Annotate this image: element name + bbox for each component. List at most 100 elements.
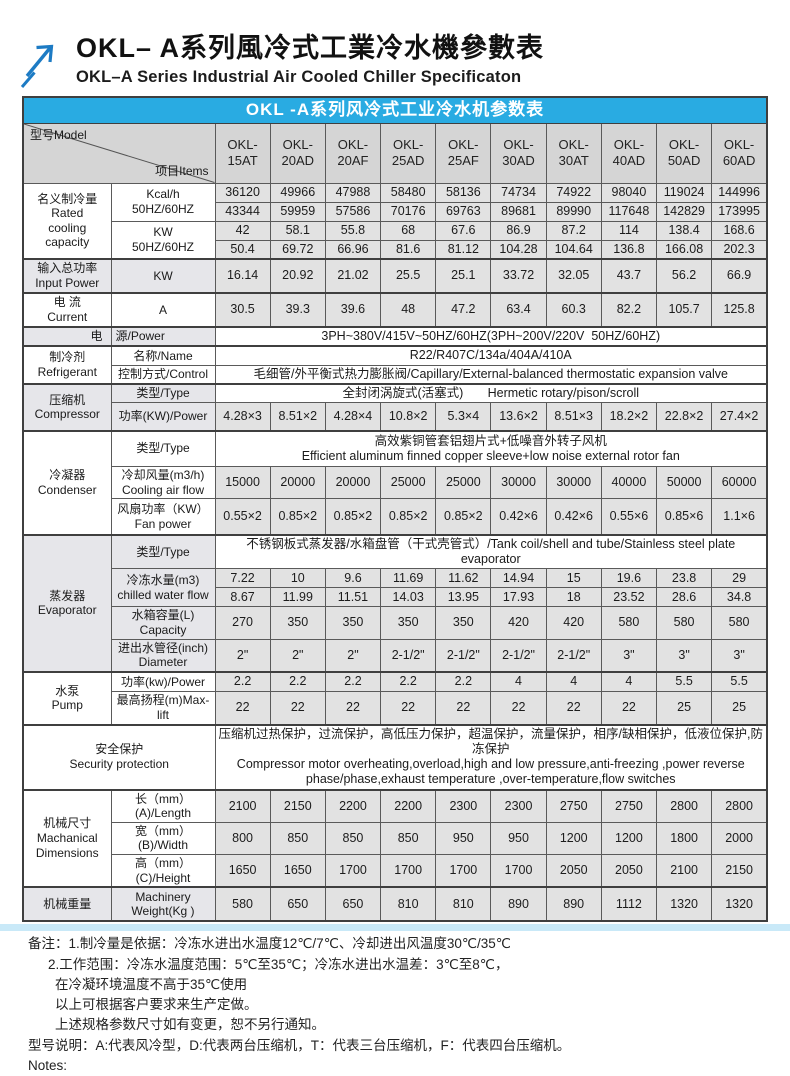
value-cell: 1800 (655, 821, 713, 856)
value-cell: 16.14 (214, 258, 271, 294)
table-title: OKL -A系列风冷式工业冷水机参数表 (22, 96, 768, 124)
value-cell: 10 (269, 568, 326, 589)
value-cell: 69763 (435, 201, 492, 222)
value-cell: 3" (711, 638, 768, 673)
table-row: 水箱容量(L) Capacity 270 350 350 350 350 420 420 58… (23, 606, 768, 640)
value-cell: 950 (490, 821, 547, 856)
value-cell: 43.7 (600, 258, 658, 294)
model-header: OKL- 30AT (545, 123, 602, 184)
value-cell: 1.1×6 (711, 498, 768, 536)
page-header: OKL– A系列風冷式工業冷水機參數表 OKL–A Series Industr… (0, 0, 790, 96)
value-cell: 48 (380, 292, 437, 328)
row-label-comp-type: 类型/Type (110, 382, 216, 403)
diagonal-line (24, 124, 215, 183)
condenser-type-value: 高效紫铜管套铝翅片式+低噪音外转子风机 Efficient aluminum f… (214, 429, 768, 467)
table-row: 冷凝器 Condenser 类型/Type 高效紫铜管套铝翅片式+低噪音外转子风… (22, 429, 768, 536)
model-header: OKL- 60AD (711, 123, 768, 184)
value-cell: 5.5 (655, 670, 713, 693)
value-cell: 39.6 (324, 292, 382, 328)
value-cell: 2200 (324, 788, 382, 823)
group-label-power: 电 (22, 325, 112, 347)
value-cell: 650 (269, 886, 326, 922)
table-row: 功率(KW)/Power 4.28×3 8.51×2 4.28×4 10.8×2 5.3… (23, 402, 768, 431)
row-label-ref-name: 名称/Name (110, 345, 216, 366)
value-cell: 36120 (214, 182, 271, 203)
value-cell: 47988 (324, 182, 382, 203)
compressor-type-value: 全封闭涡旋式(活塞式) Hermetic rotary/pison/scroll (214, 382, 768, 403)
value-cell: 166.08 (655, 239, 713, 260)
value-cell: 29 (711, 568, 768, 589)
table-row: 风扇功率（KW） Fan power 0.55×2 0.85×2 0.85×2 0.8… (23, 498, 768, 536)
value-cell: 25.5 (380, 258, 437, 294)
value-cell: 30.5 (214, 292, 271, 328)
table-title-row: OKL -A系列风冷式工业冷水机参数表 (22, 96, 768, 124)
value-cell: 22 (269, 691, 326, 725)
value-cell: 43344 (214, 201, 271, 222)
value-cell: 202.3 (711, 239, 768, 260)
table-row: 进出水管径(inch) Diameter 2" 2" 2" 2-1/2" 2-1/2" 2… (23, 638, 768, 673)
value-cell: 2.2 (435, 670, 492, 693)
value-cell: 2" (269, 638, 326, 673)
value-cell: 350 (324, 606, 382, 640)
value-cell: 2050 (600, 854, 658, 888)
group-label-weight: 机械重量 (22, 886, 112, 922)
value-cell: 1650 (269, 854, 326, 888)
refrigerant-name-value: R22/R407C/134a/404A/410A (214, 345, 768, 366)
table-row: 安全保护 Security protection 压缩机过热保护，过流保护，高低… (22, 723, 768, 790)
value-cell: 8.51×2 (269, 402, 326, 431)
value-cell: 10.8×2 (380, 402, 437, 431)
value-cell: 0.85×6 (655, 498, 713, 536)
table-row: 50.4 69.72 66.96 81.6 81.12 104.28 104.64 136.8… (23, 239, 768, 260)
table-row: 43344 59959 57586 70176 69763 89681 89990 11764… (23, 201, 768, 222)
notes: 备注：1.制冷量是依据：冷冻水进出水温度12℃/7℃、冷却进出风温度30℃/35… (28, 934, 790, 1076)
value-cell: 82.2 (600, 292, 658, 328)
value-cell: 2.2 (214, 670, 271, 693)
row-label-chilled-water: 冷冻水量(m3) chilled water flow (110, 568, 216, 608)
row-label-pump-power: 功率(kw)/Power (110, 670, 216, 693)
model-header: OKL- 15AT (214, 123, 271, 184)
value-cell: 0.55×2 (214, 498, 271, 536)
value-cell: 950 (435, 821, 492, 856)
value-cell: 138.4 (655, 220, 713, 241)
value-cell: 19.6 (600, 568, 658, 589)
row-label-weight-sub: Machinery Weight(Kg ) (110, 886, 216, 922)
value-cell: 136.8 (600, 239, 658, 260)
group-label-compressor: 压缩机 Compressor (22, 382, 112, 431)
value-cell: 1200 (600, 821, 658, 856)
value-cell: 20000 (324, 465, 382, 500)
value-cell: 142829 (655, 201, 713, 222)
value-cell: 580 (214, 886, 271, 922)
value-cell: 25000 (435, 465, 492, 500)
table-row: 机械尺寸 Machanical Dimensions 长（mm）(A)/Leng… (22, 788, 768, 888)
model-header: OKL- 40AD (600, 123, 658, 184)
value-cell: 350 (435, 606, 492, 640)
value-cell: 15 (545, 568, 602, 589)
bottom-strip (0, 924, 790, 931)
value-cell: 30000 (490, 465, 547, 500)
value-cell: 104.64 (545, 239, 602, 260)
value-cell: 4 (490, 670, 547, 693)
group-label-refrigerant: 制冷剂 Refrigerant (22, 345, 112, 385)
value-cell: 2800 (655, 788, 713, 823)
power-supply-value: 3PH~380V/415V~50HZ/60HZ(3PH~200V/220V 50… (214, 325, 768, 347)
value-cell: 63.4 (490, 292, 547, 328)
value-cell: 810 (435, 886, 492, 922)
value-cell: 119024 (655, 182, 713, 203)
value-cell: 11.62 (435, 568, 492, 589)
value-cell: 0.55×6 (600, 498, 658, 536)
value-cell: 23.8 (655, 568, 713, 589)
value-cell: 0.42×6 (490, 498, 547, 536)
value-cell: 890 (545, 886, 602, 922)
group-label-current: 电 流 Current (22, 292, 112, 328)
table-row: 压缩机 Compressor 类型/Type 全封闭涡旋式(活塞式) Herme… (22, 382, 768, 431)
value-cell: 13.6×2 (490, 402, 547, 431)
corner-model-label: 型号Model (30, 128, 87, 142)
value-cell: 2100 (214, 788, 271, 823)
value-cell: 1200 (545, 821, 602, 856)
refrigerant-control-value: 毛细管/外平衡式热力膨胀阀/Capillary/External-balance… (214, 364, 768, 385)
page-title: OKL– A系列風冷式工業冷水機參數表 (76, 33, 545, 63)
value-cell: 22.8×2 (655, 402, 713, 431)
value-cell: 4.28×4 (324, 402, 382, 431)
table-row: 输入总功率 Input Power KW 16.14 20.92 21.02 25.5… (22, 258, 768, 294)
value-cell: 22 (490, 691, 547, 725)
